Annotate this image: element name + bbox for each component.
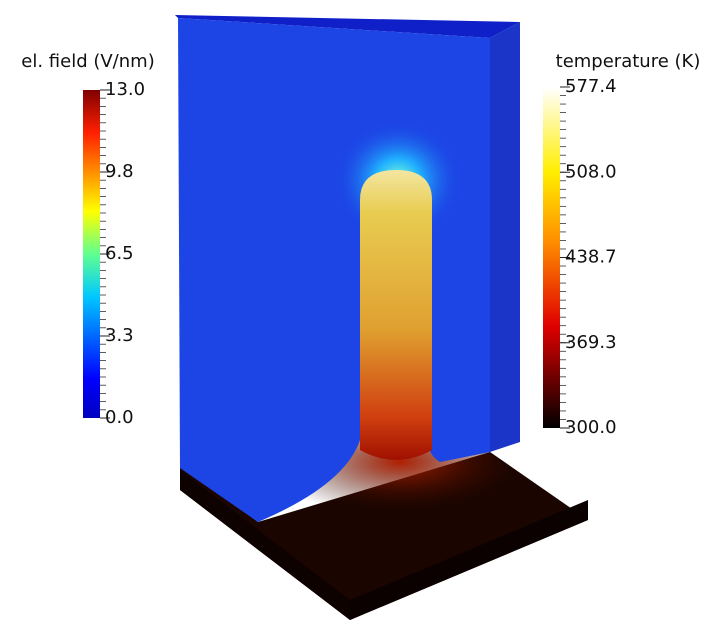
colorbar-temperature bbox=[543, 87, 560, 428]
tick-label: 6.5 bbox=[105, 243, 134, 264]
visualization: el. field (V/nm) temperature (K) 13.0 9.8… bbox=[0, 0, 716, 625]
tick-label: 438.7 bbox=[565, 247, 617, 268]
tick-label: 508.0 bbox=[565, 161, 617, 182]
tick-label: 369.3 bbox=[565, 332, 617, 353]
legend-title: temperature (K) bbox=[556, 51, 701, 72]
tick-label: 3.3 bbox=[105, 325, 134, 346]
box-front bbox=[178, 18, 490, 522]
tick-label: 577.4 bbox=[565, 76, 617, 97]
tick-label: 300.0 bbox=[565, 417, 617, 438]
tick-label: 9.8 bbox=[105, 161, 134, 182]
tick-label: 0.0 bbox=[105, 407, 134, 428]
emitter-rod bbox=[360, 170, 432, 460]
box-side bbox=[490, 22, 520, 452]
tick-label: 13.0 bbox=[105, 79, 145, 100]
legend-title: el. field (V/nm) bbox=[21, 51, 154, 72]
colorbar-field bbox=[83, 90, 100, 418]
